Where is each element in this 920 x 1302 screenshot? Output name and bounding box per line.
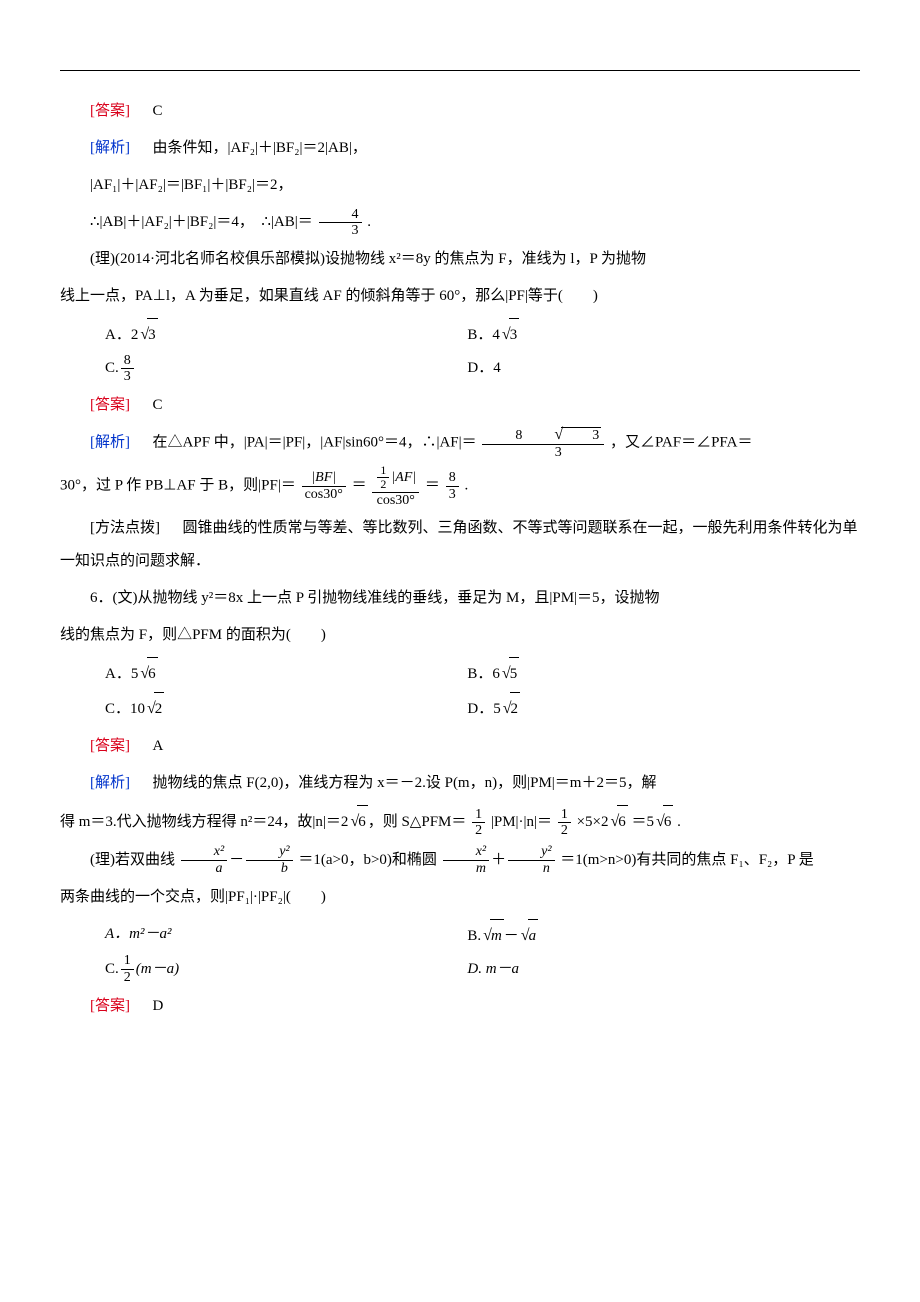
- fraction: 8 3: [446, 470, 459, 502]
- answer-label: [答案]: [90, 103, 130, 119]
- q3-opt-b: B．65: [467, 656, 829, 691]
- q2-answer-letter: C: [153, 397, 163, 413]
- method-tip: [方法点拨] 圆锥曲线的性质常与等差、等比数列、三角函数、不等式等问题联系在一起…: [60, 512, 860, 578]
- q1-text-3a: ∴|AB|＋|AF₂|＋|BF₂|＝4， ∴|AB|＝: [90, 214, 313, 230]
- q4-stem-a: (理)若双曲线 x²a－y²b ＝1(a>0，b>0)和椭圆 x²m＋y²n ＝…: [60, 844, 860, 877]
- fraction: 83: [121, 353, 134, 385]
- q4-stem-b: 两条曲线的一个交点，则|PF₁|·|PF₂|( ): [60, 881, 860, 914]
- q1-analysis-1: [解析] 由条件知，|AF₂|＋|BF₂|＝2|AB|，: [60, 132, 860, 165]
- fraction: |BF| cos30°: [302, 470, 346, 502]
- q1-answer-line: [答案] C: [60, 95, 860, 128]
- q1-text-1: 由条件知，|AF₂|＋|BF₂|＝2|AB|，: [153, 140, 367, 156]
- q2-analysis-b: 30°，过 P 作 PB⊥AF 于 B，则|PF|＝ |BF| cos30° ＝…: [60, 464, 860, 508]
- q2-analysis-a: [解析] 在△APF 中，|PA|＝|PF|，|AF|sin60°＝4，∴|AF…: [60, 426, 860, 460]
- q1-analysis-3: ∴|AB|＋|AF₂|＋|BF₂|＝4， ∴|AB|＝ 4 3 .: [60, 206, 860, 239]
- method-label: [方法点拨]: [90, 520, 160, 536]
- q4-opt-a: A．m²－a²: [105, 918, 467, 953]
- analysis-label: [解析]: [90, 140, 130, 156]
- q3-analysis-b: 得 m＝3.代入抛物线方程得 n²＝24，故|n|＝26，则 S△PFM＝ 12…: [60, 804, 860, 839]
- q3-opt-d: D．52: [467, 691, 829, 726]
- analysis-label: [解析]: [90, 775, 130, 791]
- q3-analysis-a: [解析] 抛物线的焦点 F(2,0)，准线方程为 x＝－2.设 P(m，n)，则…: [60, 767, 860, 800]
- top-rule: [60, 70, 860, 71]
- q1-text-2: |AF₁|＋|AF₂|＝|BF₁|＋|BF₂|＝2，: [90, 177, 293, 193]
- q4-opt-b: B.m－a: [467, 918, 829, 953]
- q3-opt-a: A．56: [105, 656, 467, 691]
- answer-label: [答案]: [90, 397, 130, 413]
- q2-stem-a: (理)(2014·河北名师名校俱乐部模拟)设抛物线 x²＝8y 的焦点为 F，准…: [60, 243, 860, 276]
- q4-answer-letter: D: [153, 998, 164, 1014]
- fraction: 83 3: [482, 426, 604, 460]
- analysis-label: [解析]: [90, 435, 130, 451]
- q2-answer-line: [答案] C: [60, 389, 860, 422]
- q3-opt-c: C．102: [105, 691, 467, 726]
- q1-text-3b: .: [367, 214, 371, 230]
- q2-opt-c: C.83: [105, 352, 467, 385]
- answer-label: [答案]: [90, 738, 130, 754]
- q1-answer-letter: C: [153, 103, 163, 119]
- q3-options: A．56 B．65 C．102 D．52: [105, 656, 860, 726]
- q3-answer-letter: A: [153, 738, 164, 754]
- q4-options: A．m²－a² B.m－a C.12(m－a) D. m－a: [105, 918, 860, 986]
- answer-label: [答案]: [90, 998, 130, 1014]
- q1-analysis-2: |AF₁|＋|AF₂|＝|BF₁|＋|BF₂|＝2，: [60, 169, 860, 202]
- method-text: 圆锥曲线的性质常与等差、等比数列、三角函数、不等式等问题联系在一起，一般先利用条…: [60, 520, 858, 569]
- q2-options: A．23 B．43 C.83 D．4: [105, 317, 860, 385]
- sqrt: 3: [138, 317, 157, 352]
- fraction: 4 3: [319, 207, 362, 239]
- q4-opt-d: D. m－a: [467, 953, 829, 986]
- q3-stem-a: 6．(文)从抛物线 y²＝8x 上一点 P 引抛物线准线的垂线，垂足为 M，且|…: [60, 582, 860, 615]
- q2-opt-a: A．23: [105, 317, 467, 352]
- sqrt: 3: [500, 317, 519, 352]
- q3-answer-line: [答案] A: [60, 730, 860, 763]
- q3-stem-b: 线的焦点为 F，则△PFM 的面积为( ): [60, 619, 860, 652]
- q2-stem-b: 线上一点，PA⊥l，A 为垂足，如果直线 AF 的倾斜角等于 60°，那么|PF…: [60, 280, 860, 313]
- q4-opt-c: C.12(m－a): [105, 953, 467, 986]
- q2-opt-d: D．4: [467, 352, 829, 385]
- q4-answer-line: [答案] D: [60, 990, 860, 1023]
- q2-opt-b: B．43: [467, 317, 829, 352]
- fraction: 12|AF| cos30°: [372, 464, 419, 508]
